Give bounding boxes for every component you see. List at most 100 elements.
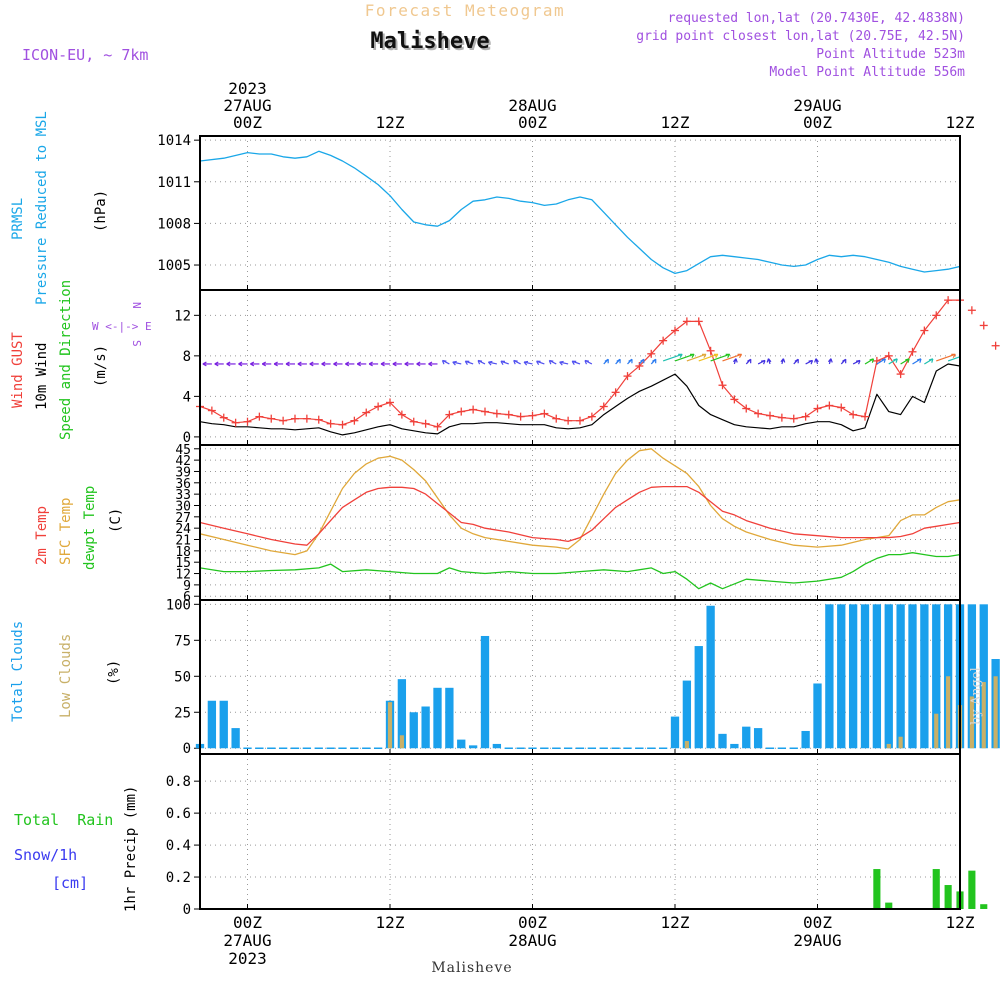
wind-arrow-head: [952, 354, 956, 359]
wind-gust-point: [338, 420, 347, 429]
wind-gust-point: [219, 413, 228, 422]
rain-bar: [885, 902, 893, 909]
snow-unit: [cm]: [52, 874, 88, 892]
wind-gust-point: [207, 406, 216, 415]
wind-arrow: [793, 358, 799, 365]
bottom-time-label: 28AUG: [508, 931, 556, 950]
wind-arrow: [936, 353, 956, 362]
pressure-label-2: Pressure Reduced to MSL: [34, 111, 50, 305]
wind-arrow-head: [191, 364, 195, 366]
cloud-frame: [199, 599, 961, 755]
point-altitude: Point Altitude 523m: [816, 47, 965, 62]
temp-dewpt-label: dewpt Temp: [82, 486, 98, 570]
wind-arrow-head: [965, 354, 967, 357]
wind-gust-point: [991, 341, 1000, 350]
wind-gust-point: [576, 416, 584, 425]
wind-arrow: [345, 361, 355, 367]
total-cloud-bar: [979, 604, 988, 749]
precip-ytick-label: 0.2: [166, 870, 191, 886]
temp-ytick-label: 36: [175, 477, 191, 492]
wind-arrow-shaft: [710, 353, 730, 362]
wind-arrow-head: [404, 361, 409, 365]
wind-gust-point: [302, 414, 311, 423]
wind-gust-label: Wind GUST: [10, 332, 26, 408]
wind-gust-point: [967, 306, 976, 315]
bottom-time-label: 12Z: [661, 913, 690, 932]
wind-gust-point: [920, 326, 929, 335]
wind-arrow: [584, 359, 593, 365]
credit: by Angel: [969, 667, 984, 725]
wind-arrow: [226, 361, 236, 367]
total-cloud-bar: [480, 635, 490, 749]
wind-arrow-head: [250, 361, 255, 365]
wind-arrow: [674, 353, 695, 362]
total-cloud-bar: [231, 728, 240, 749]
wind-gust-point: [789, 414, 798, 423]
total-cloud-bar: [884, 604, 893, 749]
total-cloud-bar: [397, 679, 407, 749]
cloud-ytick-label: 100: [166, 597, 191, 613]
wind-arrow-head: [883, 358, 886, 363]
wind-arrow-head: [261, 361, 267, 365]
wind-gust-point: [374, 402, 383, 411]
wind-arrow: [404, 361, 414, 367]
wind-gust-point: [409, 417, 418, 426]
total-cloud-bar: [445, 687, 454, 749]
wind-gust-point: [837, 403, 846, 412]
wind-gust-point: [718, 381, 727, 390]
total-cloud-bar: [920, 604, 929, 749]
pressure-unit: (hPa): [93, 190, 109, 232]
wind-arrow: [250, 361, 260, 367]
wind-gust-point: [671, 326, 679, 335]
low-cloud-bar: [898, 736, 903, 749]
wind-gust-point: [944, 296, 953, 305]
wind-gust-point: [896, 370, 905, 379]
low-cloud-bar: [684, 741, 689, 749]
total-cloud-bar: [860, 604, 870, 749]
top-time-label: 12Z: [946, 113, 975, 132]
wind-arrow: [900, 358, 910, 365]
wind-gust-point: [350, 416, 359, 425]
wind-arrow-head: [858, 360, 861, 365]
snow-label: Snow/1h: [14, 846, 77, 864]
wind-arrow-shaft: [936, 353, 956, 362]
wind-arrow-shaft: [984, 354, 1000, 361]
temp-sfc-line: [200, 448, 960, 556]
rain-bar: [932, 869, 940, 909]
wind-arrow: [441, 359, 450, 365]
wind-arrow-head: [559, 360, 564, 363]
top-time-label: 00Z: [803, 113, 832, 132]
wind-unit: (m/s): [93, 345, 109, 387]
total-cloud-bar: [742, 726, 751, 749]
wind-arrow-head: [333, 361, 338, 365]
wind-arrow: [428, 361, 438, 367]
wind-arrow-shaft: [947, 356, 960, 362]
wind-gust-point: [267, 414, 276, 423]
wind-arrow-head: [297, 361, 302, 365]
subtitle: Forecast Meteogram: [365, 1, 565, 20]
wind-arrow-head: [763, 360, 766, 365]
wind-arrow-head: [738, 354, 743, 359]
wind-gust-point: [754, 409, 763, 418]
wind-ytick-label: 4: [183, 389, 191, 405]
total-cloud-bar: [409, 712, 418, 749]
low-cloud-bar: [993, 676, 998, 749]
wind-arrow-shaft: [662, 353, 683, 362]
temp-ytick-label: 24: [175, 522, 191, 537]
temp-ytick-label: 33: [175, 488, 191, 503]
temp-ytick-label: 45: [175, 443, 191, 458]
wind-arrow: [297, 361, 307, 367]
top-time-label: 12Z: [661, 113, 690, 132]
compass-west-east: W <-|-> E: [92, 320, 152, 333]
temp-unit: (C): [108, 508, 124, 533]
wind-arrow: [745, 358, 752, 365]
low-cloud-bar: [387, 702, 393, 749]
temp-frame: [199, 444, 961, 601]
wind-gust-point: [326, 419, 335, 428]
temp-labels: 2m Temp SFC Temp dewpt Temp (C): [34, 486, 124, 570]
wind-arrow: [309, 361, 319, 367]
wind-gust-point: [825, 401, 834, 410]
wind-arrow-head: [584, 359, 590, 362]
total-cloud-bar: [433, 687, 442, 749]
